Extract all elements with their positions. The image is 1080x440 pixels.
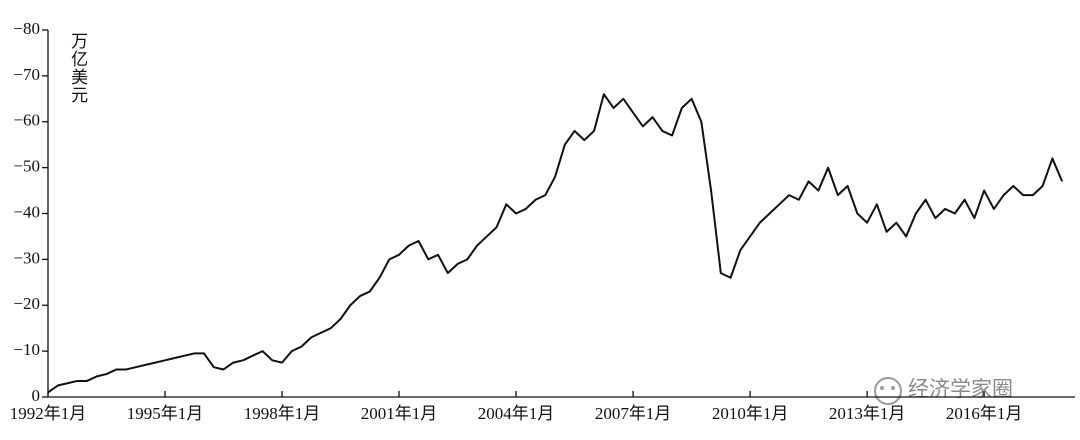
- x-tick-label: 1998年1月: [244, 404, 321, 423]
- y-tick-label: −60: [13, 111, 40, 130]
- y-tick-label: −80: [13, 19, 40, 38]
- x-tick-label: 2007年1月: [595, 404, 672, 423]
- y-tick-label: 0: [32, 386, 41, 405]
- y-tick-label: −10: [13, 340, 40, 359]
- line-series: [47, 93, 1064, 394]
- y-axis-label: 万亿美元: [68, 32, 88, 104]
- x-tick-label: 2013年1月: [829, 404, 906, 423]
- y-tick-label: −70: [13, 65, 40, 84]
- x-tick-label: 2016年1月: [946, 404, 1023, 423]
- x-tick-label: 2010年1月: [712, 404, 789, 423]
- y-tick-label: −50: [13, 157, 40, 176]
- watermark-icon: [874, 377, 902, 405]
- y-tick-label: −30: [13, 248, 40, 267]
- y-tick-label: −40: [13, 202, 40, 221]
- y-tick-label: −20: [13, 294, 40, 313]
- x-tick-label: 2004年1月: [478, 404, 555, 423]
- x-tick-label: 2001年1月: [361, 404, 438, 423]
- x-tick-label: 1992年1月: [10, 404, 87, 423]
- x-tick-label: 1995年1月: [127, 404, 204, 423]
